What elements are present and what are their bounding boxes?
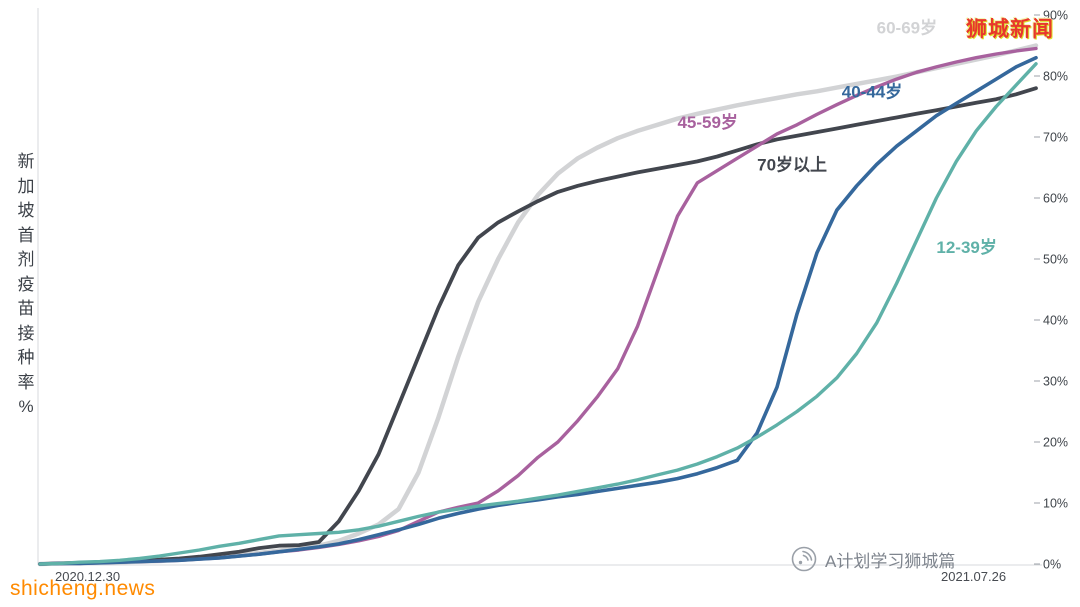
y-axis-title-char: 率: [17, 372, 35, 392]
y-axis-title: 新加坡首剂疫苗接种率%: [15, 150, 37, 420]
wechat-logo-icon: [790, 545, 818, 573]
y-tick-label: 20%: [1043, 436, 1068, 450]
series-label-70plus: 70岁以上: [757, 155, 827, 175]
y-axis-title-char: 种: [17, 348, 35, 367]
y-axis-title-char: 剂: [17, 250, 35, 269]
y-tick-label: 70%: [1043, 131, 1068, 145]
brand-watermark: 狮城新闻: [966, 18, 1054, 41]
y-axis-title-char: 苗: [17, 299, 35, 318]
series-line-70plus: [38, 86, 1038, 566]
series-label-60-69: 60-69岁: [877, 17, 937, 37]
y-axis-title-char: 疫: [17, 274, 35, 294]
credit-line: A计划学习狮城篇: [790, 545, 955, 573]
y-axis-title-char: 坡: [17, 201, 35, 220]
series-label-12-39: 12-39岁: [936, 237, 996, 257]
series-line-12-39: [38, 62, 1038, 566]
series-label-40-44: 40-44岁: [842, 81, 902, 101]
y-tick-label: 40%: [1043, 314, 1068, 328]
y-tick-label: 80%: [1043, 70, 1068, 84]
x-axis-start-label: 2020.12.30: [55, 569, 121, 584]
y-tick-label: 10%: [1043, 497, 1068, 511]
y-axis-title-char: 接: [17, 323, 35, 343]
y-axis-title-char: 新: [17, 152, 35, 171]
site-watermark: shicheng.news: [10, 577, 156, 600]
y-tick-label: 60%: [1043, 192, 1068, 206]
y-axis-title-char: 加: [17, 176, 35, 196]
y-tick-label: 50%: [1043, 253, 1068, 267]
y-axis-title-char: 首: [17, 225, 35, 245]
series-line-40-44: [38, 55, 1038, 566]
y-tick-label: 0%: [1043, 558, 1061, 572]
series-label-45-59: 45-59岁: [677, 112, 737, 132]
credit-text: A计划学习狮城篇: [825, 551, 956, 571]
y-tick-label: 90%: [1043, 9, 1068, 23]
y-axis-title-char: %: [18, 397, 34, 416]
x-axis-end-label: 2021.07.26: [941, 569, 1007, 584]
y-tick-label: 30%: [1043, 375, 1068, 389]
